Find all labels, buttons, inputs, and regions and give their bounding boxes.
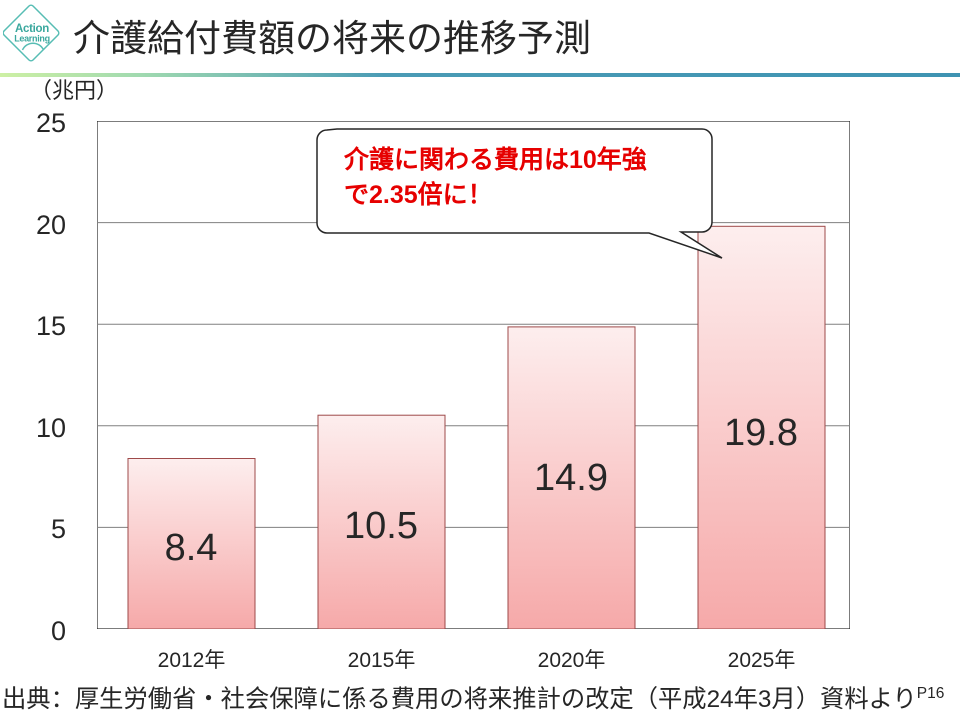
svg-text:Learning: Learning bbox=[14, 34, 50, 44]
